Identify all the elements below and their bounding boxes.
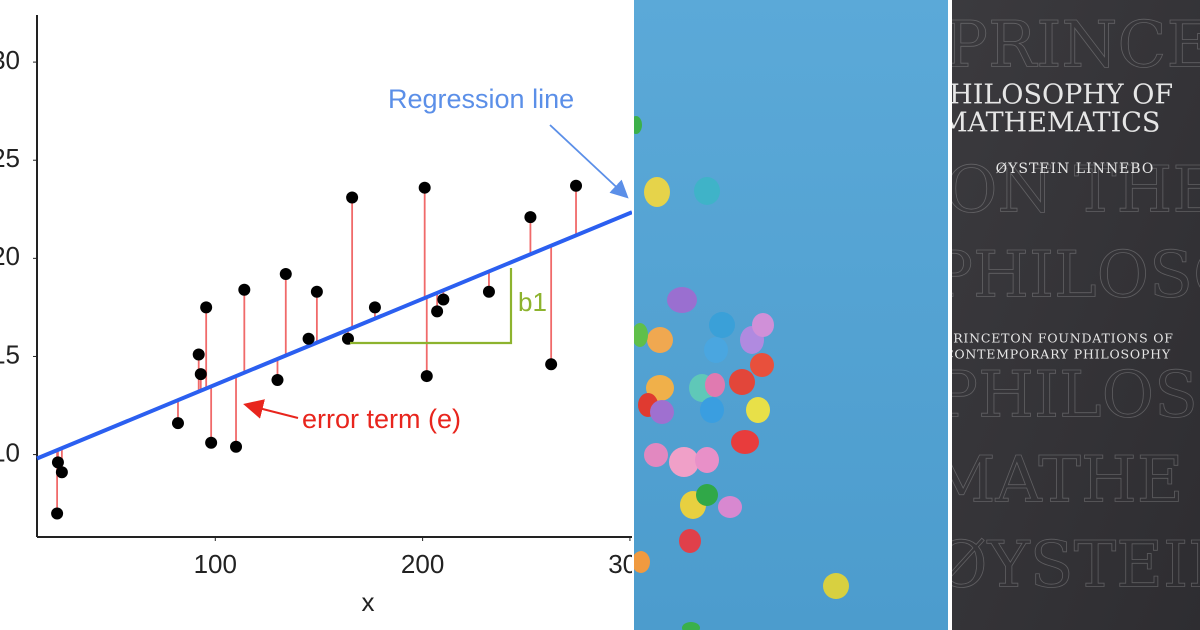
data-point	[279, 268, 292, 281]
ghost-word: PHILOSO	[935, 359, 1200, 433]
cover-background	[952, 0, 1200, 630]
data-point	[431, 305, 444, 318]
data-point	[55, 466, 68, 479]
regression-label: Regression line	[388, 84, 574, 114]
error-label: error term (e)	[302, 404, 461, 434]
data-point	[545, 358, 558, 371]
ghost-word: ØYSTEIN	[935, 529, 1200, 603]
data-point	[51, 456, 64, 469]
y-tick-label: 25	[0, 143, 20, 173]
book-author: ØYSTEIN LINNEBO	[996, 161, 1155, 177]
error-arrow	[243, 399, 299, 419]
data-point	[271, 374, 284, 387]
slope-label: b1	[518, 287, 547, 317]
y-tick-label: 20	[0, 241, 20, 271]
data-point	[194, 368, 207, 381]
x-tick-label: 300	[608, 549, 651, 579]
data-point	[205, 436, 218, 449]
book-cover: PRINCETON ON THE PHILOSO PHILOSO MATHE Ø…	[930, 0, 1200, 630]
data-point	[346, 191, 359, 204]
data-point	[368, 301, 381, 314]
data-point	[524, 211, 537, 224]
x-axis-label: x	[362, 587, 375, 617]
data-point	[482, 285, 495, 298]
data-point	[310, 285, 323, 298]
y-tick-label: 30	[0, 45, 20, 75]
data-point	[200, 301, 213, 314]
data-point	[437, 293, 450, 306]
data-point	[341, 332, 354, 345]
y-tick-label: 10	[0, 437, 20, 467]
data-point	[238, 283, 251, 296]
regression-line	[36, 210, 632, 461]
book-title: PHILOSOPHY OF	[931, 80, 1173, 111]
data-point	[171, 417, 184, 430]
ghost-word: MATHE	[930, 444, 1183, 518]
ghost-word: PRINCETON	[945, 9, 1200, 83]
balloons	[634, 116, 849, 630]
ghost-lettering: PRINCETON ON THE PHILOSO PHILOSO MATHE Ø…	[930, 8, 1200, 603]
data-point	[302, 332, 315, 345]
data-point	[230, 440, 243, 453]
ghost-word: PHILOSO	[930, 239, 1200, 313]
data-point	[418, 181, 431, 194]
balloon-photo	[634, 0, 948, 630]
book-title: MATHEMATICS	[940, 108, 1160, 139]
data-point	[192, 348, 205, 361]
y-tick-label: 15	[0, 339, 20, 369]
slope-triangle	[350, 268, 513, 345]
data-point	[570, 179, 583, 192]
x-tick-label: 200	[401, 549, 444, 579]
regression-chart: 10 15 20 25 30 100 200 300 x Regression line error…	[0, 15, 651, 617]
sky	[634, 0, 948, 630]
book-series: CONTEMPORARY PHILOSOPHY	[944, 347, 1171, 362]
ghost-word: ON THE	[945, 154, 1200, 228]
regression-arrow	[549, 124, 629, 199]
book-series: PRINCETON FOUNDATIONS OF	[944, 331, 1174, 346]
x-tick-label: 100	[194, 549, 237, 579]
data-point	[420, 370, 433, 383]
data-point	[51, 507, 64, 520]
